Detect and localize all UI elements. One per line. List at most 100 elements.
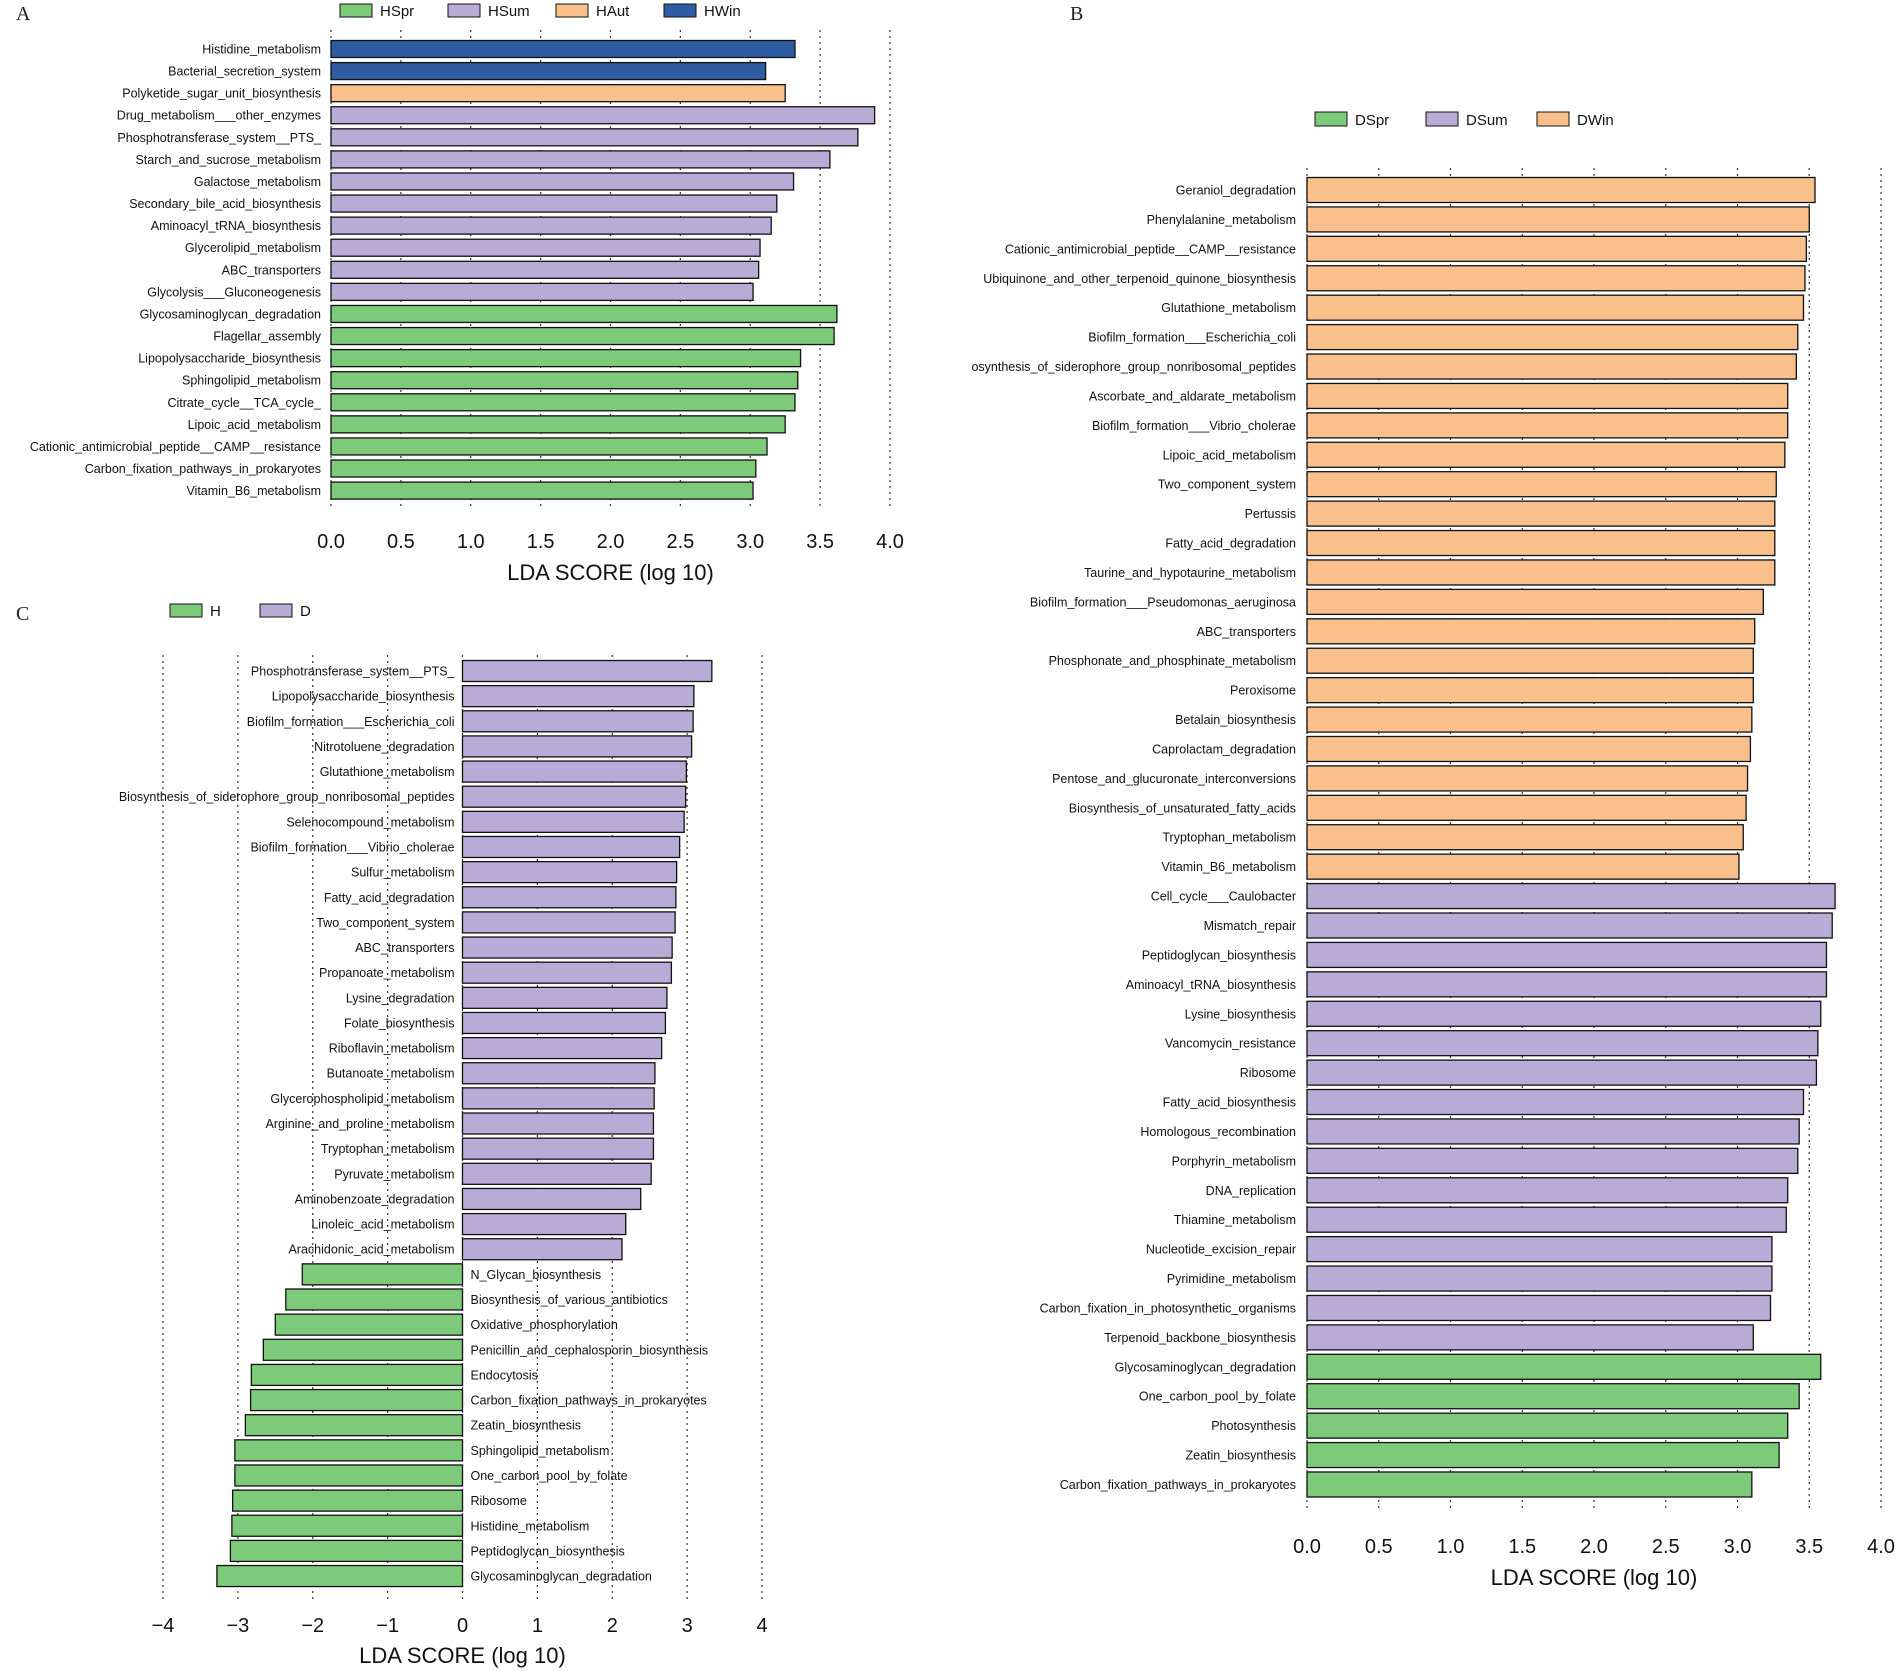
bar-label: Carbon_fixation_in_photosynthetic_organi… xyxy=(1040,1301,1296,1315)
legend-label: H xyxy=(210,603,221,620)
bar xyxy=(461,1087,655,1110)
legend-swatch xyxy=(259,603,293,618)
bar-label: Butanoate_metabolism xyxy=(327,1067,455,1081)
bar xyxy=(1306,1030,1819,1057)
bar xyxy=(1306,618,1756,645)
bar-label: Nucleotide_excision_repair xyxy=(1146,1243,1296,1257)
bar-label: Folate_biosynthesis xyxy=(344,1016,454,1030)
bar xyxy=(1306,529,1776,557)
panel-b: B DSpr DSum DWin 0.0 0.5 1.0 1.5 2.0 2.5 3.0 3.5 4.0… xyxy=(971,3,1894,1590)
bar xyxy=(1306,1118,1800,1145)
bar xyxy=(330,128,859,147)
bar xyxy=(461,1238,623,1261)
bar xyxy=(461,1212,627,1236)
bar-label: Bacterial_secretion_system xyxy=(168,65,321,79)
bar-label: Biofilm_formation___Vibrio_cholerae xyxy=(1092,419,1296,433)
bar-label: Zeatin_biosynthesis xyxy=(1186,1449,1296,1463)
bar xyxy=(330,371,799,390)
bar-label: Polyketide_sugar_unit_biosynthesis xyxy=(122,87,321,101)
bar-label: Ubiquinone_and_other_terpenoid_quinone_b… xyxy=(983,272,1296,286)
bar xyxy=(1306,1412,1789,1439)
bar xyxy=(234,1464,464,1487)
bar xyxy=(330,172,795,191)
bar-label: Penicillin_and_cephalosporin_biosynthesi… xyxy=(471,1343,709,1357)
bar xyxy=(330,437,768,456)
bar xyxy=(330,238,761,257)
x-tick-label: 4.0 xyxy=(876,531,904,553)
bar-label: Biosynthesis_of_siderophore_group_nonrib… xyxy=(119,790,455,804)
x-tick-label: 0.5 xyxy=(1365,1536,1393,1558)
bar-label: Vitamin_B6_metabolism xyxy=(1161,860,1296,874)
bar-label: Citrate_cycle__TCA_cycle_ xyxy=(167,396,322,410)
legend-swatch xyxy=(663,3,697,18)
bar-label: Geraniol_degradation xyxy=(1176,184,1296,198)
bar xyxy=(461,936,673,959)
legend-label: HWin xyxy=(704,3,741,20)
bar xyxy=(1306,382,1789,410)
bar-label: Peptidoglycan_biosynthesis xyxy=(471,1544,625,1558)
bar-label: One_carbon_pool_by_folate xyxy=(471,1469,628,1483)
bar xyxy=(1306,588,1764,616)
bar xyxy=(1306,941,1828,969)
panel-letter: C xyxy=(16,603,29,625)
legend-label: HSum xyxy=(488,3,530,20)
bar xyxy=(1306,265,1806,292)
legend-swatch xyxy=(339,3,373,18)
bar-label: Thiamine_metabolism xyxy=(1174,1213,1296,1227)
bar-label: Phosphotransferase_system__PTS_ xyxy=(251,665,456,679)
bar xyxy=(1306,1471,1753,1498)
x-tick-label: 3.5 xyxy=(1795,1536,1823,1558)
bar xyxy=(301,1263,464,1286)
bar xyxy=(461,810,685,833)
bar xyxy=(330,348,802,368)
bar xyxy=(1306,559,1776,586)
bar-label: Pyruvate_metabolism xyxy=(334,1167,454,1181)
bar xyxy=(1306,353,1797,380)
x-axis-title: LDA SCORE (log 10) xyxy=(359,1643,566,1668)
bar-label: Phosphotransferase_system__PTS_ xyxy=(117,131,322,145)
bar xyxy=(330,260,760,279)
bar-label: Two_component_system xyxy=(1158,478,1296,492)
bar xyxy=(1306,647,1754,674)
bar xyxy=(461,659,713,683)
bar-label: Fatty_acid_biosynthesis xyxy=(1163,1096,1296,1110)
bar-label: Phenylalanine_metabolism xyxy=(1147,213,1296,227)
bar-label: Betalain_biosynthesis xyxy=(1175,713,1296,727)
bar-label: Aminoacyl_tRNA_biosynthesis xyxy=(151,219,321,233)
x-axis-title: LDA SCORE (log 10) xyxy=(507,560,714,585)
bar xyxy=(461,860,678,884)
bar xyxy=(262,1338,464,1361)
legend-label: HAut xyxy=(596,3,630,20)
bar-label: Two_component_system xyxy=(316,916,454,930)
bar xyxy=(461,1112,655,1135)
bar-label: Aminoacyl_tRNA_biosynthesis xyxy=(1126,978,1296,992)
bar-label: Nitrotoluene_degradation xyxy=(314,740,454,754)
bar-label: Pertussis xyxy=(1245,507,1296,521)
bar xyxy=(1306,676,1754,704)
bar xyxy=(1306,824,1744,851)
bar-label: Selenocompound_metabolism xyxy=(286,815,454,829)
bar-label: osynthesis_of_siderophore_group_nonribos… xyxy=(971,360,1296,374)
x-tick-label: 1.0 xyxy=(1437,1536,1465,1558)
x-tick-label: 0.0 xyxy=(1293,1536,1321,1558)
bar xyxy=(330,459,757,478)
bar xyxy=(1306,794,1747,821)
bar xyxy=(229,1539,464,1563)
bar xyxy=(461,760,688,783)
bar-label: Vancomycin_resistance xyxy=(1165,1037,1296,1051)
legend-swatch xyxy=(447,3,481,18)
bar xyxy=(234,1439,464,1462)
bar-label: Carbon_fixation_pathways_in_prokaryotes xyxy=(1060,1478,1296,1492)
x-tick-label: 3.5 xyxy=(806,531,834,553)
legend-label: DSum xyxy=(1466,112,1508,129)
bar xyxy=(1306,1294,1772,1322)
bar-label: Glutathione_metabolism xyxy=(320,765,455,779)
bar xyxy=(1306,853,1740,880)
bar xyxy=(285,1288,464,1311)
bar-label: Biofilm_formation___Vibrio_cholerae xyxy=(250,840,454,854)
x-tick-label: −4 xyxy=(152,1615,175,1637)
legend-label: DSpr xyxy=(1355,112,1389,129)
bar xyxy=(1306,912,1833,939)
bar xyxy=(1306,1059,1818,1086)
